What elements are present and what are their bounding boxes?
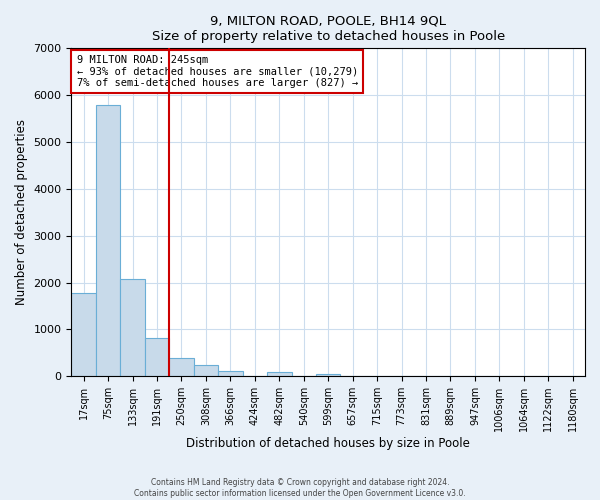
Bar: [194, 366, 218, 376]
Text: Contains HM Land Registry data © Crown copyright and database right 2024.
Contai: Contains HM Land Registry data © Crown c…: [134, 478, 466, 498]
Bar: [96, 106, 121, 376]
Bar: [145, 338, 169, 376]
Bar: [267, 372, 292, 376]
Bar: [218, 371, 242, 376]
Bar: [169, 358, 194, 376]
X-axis label: Distribution of detached houses by size in Poole: Distribution of detached houses by size …: [186, 437, 470, 450]
Bar: [316, 374, 340, 376]
Y-axis label: Number of detached properties: Number of detached properties: [15, 120, 28, 306]
Bar: [71, 293, 96, 376]
Bar: [121, 279, 145, 376]
Title: 9, MILTON ROAD, POOLE, BH14 9QL
Size of property relative to detached houses in : 9, MILTON ROAD, POOLE, BH14 9QL Size of …: [152, 15, 505, 43]
Text: 9 MILTON ROAD: 245sqm
← 93% of detached houses are smaller (10,279)
7% of semi-d: 9 MILTON ROAD: 245sqm ← 93% of detached …: [77, 55, 358, 88]
